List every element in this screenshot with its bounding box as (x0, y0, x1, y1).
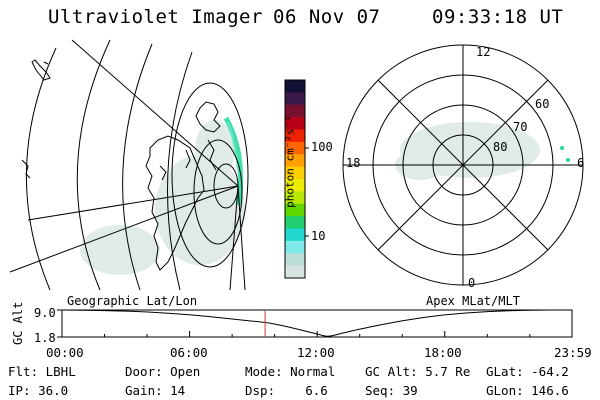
status-mode: Mode: Normal (245, 364, 336, 379)
altitude-ylabel: GC Alt (11, 301, 25, 345)
mlt-label-0: 0 (468, 276, 476, 290)
observation-date: 06 Nov 07 (273, 6, 381, 28)
altitude-series-line (61, 309, 572, 337)
colorbar-band (285, 253, 305, 267)
altitude-ytick-top: 9.0 (34, 306, 56, 320)
altitude-plot (57, 309, 573, 338)
xtick-label: 00:00 (46, 345, 84, 360)
status-dsp: Dsp: 6.6 (245, 383, 328, 398)
mlat-label-60: 60 (535, 97, 550, 111)
mlat-label-70: 70 (513, 120, 528, 134)
status-door: Door: Open (125, 364, 201, 379)
colorbar-unit-label: photon cm⁻²s⁻¹ (283, 115, 297, 208)
colorbar-band (285, 154, 305, 168)
polar-spokes (343, 45, 583, 285)
mlt-label-18: 18 (346, 156, 361, 170)
xtick-label: 23:59 (554, 345, 592, 360)
colorbar-band (285, 80, 305, 93)
xtick-label: 18:00 (424, 345, 462, 360)
status-glon: GLon: 146.6 (486, 383, 569, 398)
status-gain: Gain: 14 (125, 383, 186, 398)
status-filter: Flt: LBHL (8, 364, 76, 379)
mlt-label-12: 12 (476, 45, 491, 59)
colorbar-band (285, 129, 305, 143)
apex-projection-label: Apex MLat/MLT (426, 294, 520, 308)
latitude-arcs (25, 39, 193, 291)
auroral-haze (80, 120, 245, 275)
polar-plot (342, 44, 584, 286)
colorbar-band (285, 228, 305, 242)
colorbar-band (285, 240, 305, 254)
status-ip: IP: 36.0 (8, 383, 69, 398)
colorbar-tick-100: 100 (311, 140, 333, 154)
colorbar-band (285, 191, 305, 205)
colorbar-band (285, 117, 305, 130)
observation-time: 09:33:18 UT (432, 6, 564, 28)
polar-aurora-dot (560, 146, 564, 150)
altitude-ytick-bottom: 1.8 (34, 331, 56, 345)
colorbar-band (285, 92, 305, 106)
colorbar-frame (284, 79, 306, 279)
status-gc-alt: GC Alt: 5.7 Re (365, 364, 471, 379)
colorbar-band (285, 179, 305, 192)
mlat-label-80: 80 (493, 140, 508, 154)
colorbar-band (285, 203, 305, 217)
inner-latitude-rings (171, 82, 249, 268)
colorbar-band (285, 166, 305, 180)
colorbar-band (285, 265, 305, 279)
status-seq: Seq: 39 (365, 383, 418, 398)
status-glat: GLat: -64.2 (486, 364, 569, 379)
colorbar-band (285, 141, 305, 155)
xtick-label: 12:00 (297, 345, 335, 360)
auroral-arc (223, 116, 244, 206)
instrument-title: Ultraviolet Imager (48, 6, 263, 28)
xtick-label: 06:00 (170, 345, 208, 360)
geographic-map (9, 39, 249, 291)
coastlines (21, 59, 221, 271)
colorbar-band (285, 216, 305, 229)
colorbar (284, 79, 309, 279)
map-projection-label: Geographic Lat/Lon (67, 294, 198, 308)
mlt-label-6: 6 (577, 156, 585, 170)
polar-aurora-dot (566, 158, 570, 162)
colorbar-tick-10: 10 (311, 229, 326, 243)
auroral-arc-core (227, 121, 239, 171)
colorbar-band (285, 104, 305, 118)
